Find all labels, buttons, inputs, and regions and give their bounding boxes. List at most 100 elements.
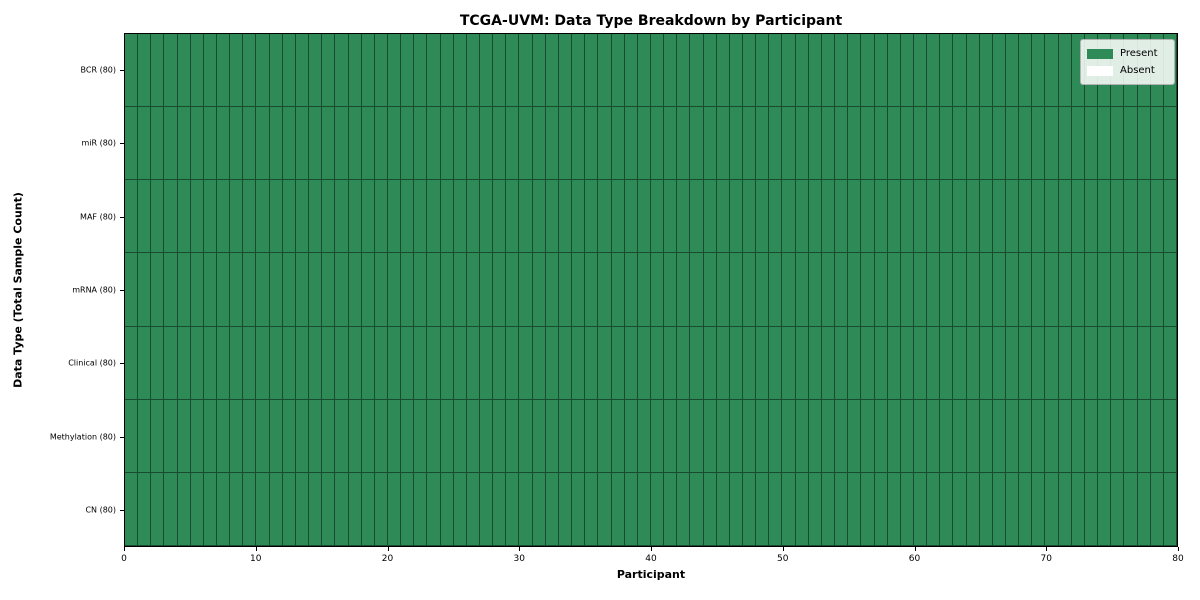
heatmap-cell bbox=[650, 107, 665, 181]
heatmap-cell bbox=[1150, 253, 1164, 327]
heatmap-cell bbox=[506, 399, 520, 473]
heatmap-cell bbox=[151, 180, 165, 254]
heatmap-cell bbox=[361, 107, 375, 181]
heatmap-cell bbox=[440, 253, 454, 327]
heatmap-cell bbox=[690, 326, 704, 400]
heatmap-cell bbox=[558, 326, 573, 400]
heatmap-cell bbox=[821, 472, 836, 546]
heatmap-cell bbox=[572, 472, 586, 546]
heatmap-cell bbox=[387, 326, 402, 400]
heatmap-cell bbox=[282, 253, 296, 327]
heatmap-cell bbox=[979, 107, 993, 181]
heatmap-cell bbox=[808, 253, 822, 327]
heatmap-cell bbox=[743, 34, 757, 108]
heatmap-cell bbox=[677, 107, 691, 181]
x-tick-mark bbox=[1046, 547, 1048, 551]
heatmap-cell bbox=[414, 180, 428, 254]
heatmap-cell bbox=[637, 253, 651, 327]
heatmap-cell bbox=[427, 472, 441, 546]
heatmap-cell bbox=[650, 253, 665, 327]
heatmap-cell bbox=[782, 34, 796, 108]
heatmap-cell bbox=[664, 472, 678, 546]
heatmap-cell bbox=[782, 253, 796, 327]
heatmap-cell bbox=[203, 107, 218, 181]
heatmap-cell bbox=[887, 34, 901, 108]
heatmap-cell bbox=[611, 34, 625, 108]
y-tick-label: Methylation (80) bbox=[49, 432, 116, 442]
heatmap-cell bbox=[480, 180, 494, 254]
heatmap-cell bbox=[966, 34, 980, 108]
heatmap-cell bbox=[650, 34, 665, 108]
heatmap-cell bbox=[624, 34, 638, 108]
heatmap-cell bbox=[151, 107, 165, 181]
heatmap-cell bbox=[729, 399, 744, 473]
y-tick-label: Clinical (80) bbox=[68, 358, 116, 368]
heatmap-cell bbox=[138, 107, 152, 181]
heatmap-cell bbox=[269, 34, 283, 108]
heatmap-cell bbox=[1071, 107, 1085, 181]
heatmap-cell bbox=[927, 253, 941, 327]
heatmap-cell bbox=[690, 253, 704, 327]
heatmap-cell bbox=[1032, 326, 1046, 400]
heatmap-cell bbox=[716, 326, 730, 400]
heatmap-cell bbox=[545, 107, 559, 181]
x-tick-label: 30 bbox=[513, 554, 525, 564]
heatmap-cell bbox=[387, 107, 402, 181]
heatmap-cell bbox=[466, 472, 481, 546]
heatmap-cell bbox=[309, 399, 323, 473]
heatmap-cell bbox=[164, 253, 178, 327]
heatmap-cell bbox=[900, 472, 914, 546]
heatmap-cell bbox=[322, 180, 336, 254]
heatmap-cell bbox=[230, 472, 244, 546]
heatmap-cell bbox=[1071, 253, 1085, 327]
heatmap-cell bbox=[190, 253, 204, 327]
heatmap-cell bbox=[743, 253, 757, 327]
heatmap-cell bbox=[269, 253, 283, 327]
heatmap-cell bbox=[992, 326, 1007, 400]
heatmap-cell bbox=[387, 472, 402, 546]
heatmap-cell bbox=[703, 253, 717, 327]
legend: Present Absent bbox=[1080, 39, 1175, 85]
y-tick-label: MAF (80) bbox=[80, 212, 116, 222]
heatmap-cell bbox=[401, 472, 415, 546]
heatmap-cell bbox=[203, 34, 218, 108]
heatmap-cell bbox=[322, 253, 336, 327]
heatmap-cell bbox=[966, 180, 980, 254]
heatmap-cell bbox=[835, 253, 849, 327]
heatmap-cell bbox=[374, 34, 388, 108]
heatmap-cell bbox=[756, 180, 770, 254]
heatmap-cell bbox=[203, 180, 218, 254]
heatmap-cell bbox=[716, 180, 730, 254]
heatmap-cell bbox=[900, 180, 914, 254]
heatmap-cell bbox=[440, 34, 454, 108]
heatmap-cell bbox=[453, 326, 467, 400]
heatmap-cell bbox=[979, 34, 993, 108]
heatmap-cell bbox=[690, 180, 704, 254]
heatmap-cell bbox=[1098, 253, 1112, 327]
heatmap-cell bbox=[848, 107, 862, 181]
y-tick-mark bbox=[120, 510, 124, 512]
heatmap-cell bbox=[966, 107, 980, 181]
heatmap-cell bbox=[493, 34, 507, 108]
heatmap-cell bbox=[1163, 253, 1177, 327]
heatmap-cell bbox=[427, 34, 441, 108]
x-tick-mark bbox=[914, 547, 916, 551]
heatmap-cell bbox=[821, 326, 836, 400]
y-tick-label: mRNA (80) bbox=[72, 285, 116, 295]
heatmap-cell bbox=[927, 326, 941, 400]
heatmap-cell bbox=[690, 34, 704, 108]
heatmap-cell bbox=[493, 472, 507, 546]
plot-area bbox=[124, 33, 1178, 547]
legend-entry: Absent bbox=[1087, 62, 1167, 79]
heatmap-cell bbox=[269, 107, 283, 181]
heatmap-cell bbox=[1071, 399, 1085, 473]
heatmap-cell bbox=[151, 472, 165, 546]
heatmap-cell bbox=[493, 107, 507, 181]
heatmap-cell bbox=[414, 34, 428, 108]
heatmap-cell bbox=[861, 180, 875, 254]
heatmap-cell bbox=[125, 107, 139, 181]
heatmap-cell bbox=[480, 472, 494, 546]
heatmap-cell bbox=[874, 472, 888, 546]
heatmap-cell bbox=[545, 180, 559, 254]
